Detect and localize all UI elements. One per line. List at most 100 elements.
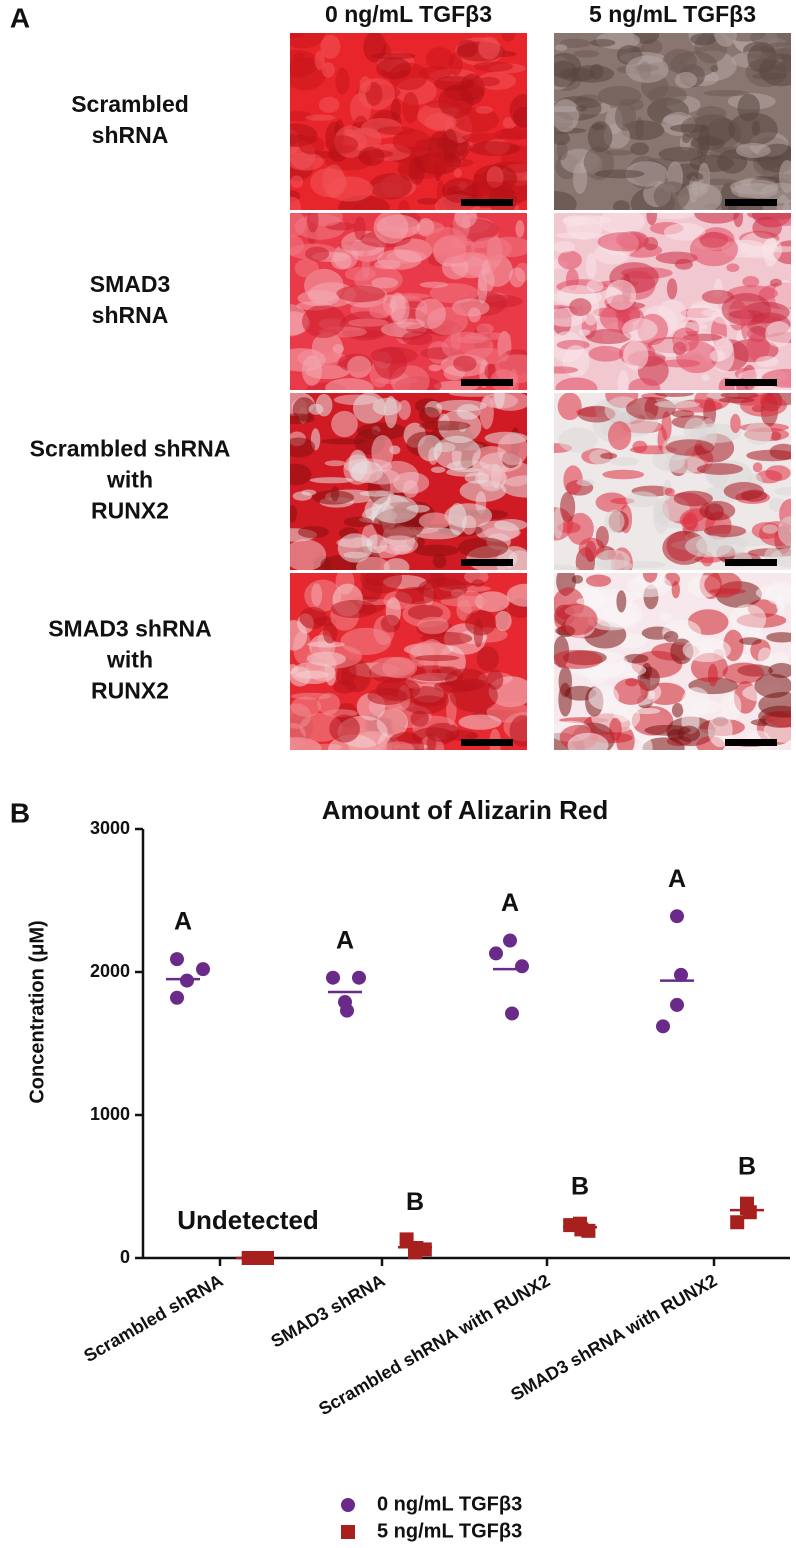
micrograph-blob	[721, 692, 742, 721]
micrograph-blob	[651, 213, 695, 220]
significance-label: A	[174, 908, 192, 936]
row-label: Scrambled	[71, 91, 189, 117]
legend-marker	[341, 1525, 355, 1539]
micrograph-blob	[397, 399, 411, 420]
significance-label: Undetected	[177, 1205, 319, 1235]
micrograph-blob	[726, 263, 740, 273]
data-point	[670, 997, 684, 1012]
micrograph-texture	[290, 33, 527, 210]
micrograph-blob	[760, 218, 791, 227]
micrograph-blob	[774, 279, 791, 310]
micrograph-blob	[689, 423, 742, 444]
micrograph-blob	[297, 526, 329, 539]
micrograph-blob	[757, 647, 773, 667]
micrograph-blob	[359, 490, 394, 497]
micrograph-blob	[777, 516, 791, 546]
micrograph-blob	[754, 673, 791, 699]
micrograph-blob	[367, 687, 408, 705]
micrograph-texture	[290, 393, 527, 570]
micrograph-blob	[464, 609, 497, 636]
micrograph-blob	[644, 724, 691, 736]
micrograph-blob	[563, 465, 583, 495]
micrograph-blob	[453, 168, 462, 178]
micrograph-blob	[402, 331, 433, 346]
micrograph-blob	[558, 427, 598, 453]
micrograph-blob	[703, 90, 749, 97]
micrograph-blob	[554, 106, 581, 113]
micrograph-blob	[290, 50, 319, 78]
micrograph-blob	[740, 305, 750, 340]
significance-label: B	[406, 1188, 424, 1216]
micrograph-blob	[471, 579, 485, 588]
micrograph-blob	[612, 200, 630, 210]
micrograph-blob	[630, 142, 650, 156]
legend-marker	[341, 1498, 355, 1512]
micrograph-blob	[470, 236, 512, 261]
micrograph-blob	[359, 76, 371, 93]
micrograph-blob	[322, 622, 338, 644]
micrograph-blob	[762, 524, 778, 534]
micrograph-blob	[425, 47, 454, 70]
micrograph-blob	[418, 512, 452, 530]
micrograph-blob	[625, 55, 669, 83]
micrograph-blob	[354, 216, 366, 241]
micrograph	[290, 33, 527, 210]
micrograph-blob	[585, 574, 612, 587]
micrograph-blob	[402, 91, 419, 124]
micrograph-blob	[703, 524, 747, 538]
micrograph-blob	[473, 61, 514, 72]
micrograph-blob	[292, 491, 312, 501]
y-tick-label: 2000	[90, 961, 130, 981]
panel-letter: A	[10, 2, 30, 33]
micrograph-blob	[371, 495, 419, 524]
scale-bar	[461, 559, 513, 566]
row-label: Scrambled shRNA	[30, 436, 231, 462]
micrograph-blob	[690, 33, 717, 46]
micrograph-blob	[594, 169, 645, 179]
micrograph-blob	[554, 44, 568, 51]
micrograph-blob	[709, 350, 726, 362]
data-point	[674, 967, 688, 982]
scale-bar	[725, 739, 777, 746]
micrograph-blob	[290, 723, 307, 750]
micrograph-blob	[391, 713, 403, 734]
micrograph-blob	[418, 406, 440, 424]
scale-bar	[725, 559, 777, 566]
micrograph-blob	[392, 129, 432, 155]
data-point	[515, 959, 529, 974]
micrograph-blob	[322, 164, 346, 199]
data-point	[326, 970, 340, 985]
micrograph-blob	[506, 583, 527, 607]
micrograph-blob	[689, 232, 738, 267]
data-point	[489, 946, 503, 961]
micrograph-blob	[590, 38, 616, 47]
micrograph-blob	[424, 113, 457, 132]
micrograph-blob	[301, 304, 346, 339]
micrograph-blob	[432, 234, 476, 264]
micrograph-blob	[371, 277, 399, 289]
micrograph-blob	[674, 71, 698, 89]
micrograph-blob	[585, 252, 597, 279]
x-tick-label: Scrambled shRNA	[80, 1270, 226, 1366]
micrograph	[554, 213, 791, 390]
micrograph-blob	[373, 213, 409, 244]
micrograph-blob	[413, 544, 459, 557]
micrograph-blob	[758, 692, 791, 718]
panel-letter: B	[10, 797, 30, 828]
micrograph-blob	[290, 33, 325, 49]
micrograph-blob	[682, 637, 732, 663]
micrograph-blob	[696, 105, 727, 122]
scale-bar	[461, 199, 513, 206]
micrograph-blob	[671, 702, 684, 718]
micrograph-blob	[588, 684, 620, 710]
micrograph-blob	[616, 590, 627, 613]
micrograph-blob	[475, 105, 493, 114]
micrograph-blob	[478, 36, 500, 60]
row-label: shRNA	[92, 122, 169, 148]
micrograph-blob	[290, 175, 304, 189]
micrograph-blob	[363, 468, 400, 485]
micrograph-blob	[662, 48, 697, 73]
micrograph-blob	[425, 100, 462, 109]
significance-label: B	[738, 1152, 756, 1180]
